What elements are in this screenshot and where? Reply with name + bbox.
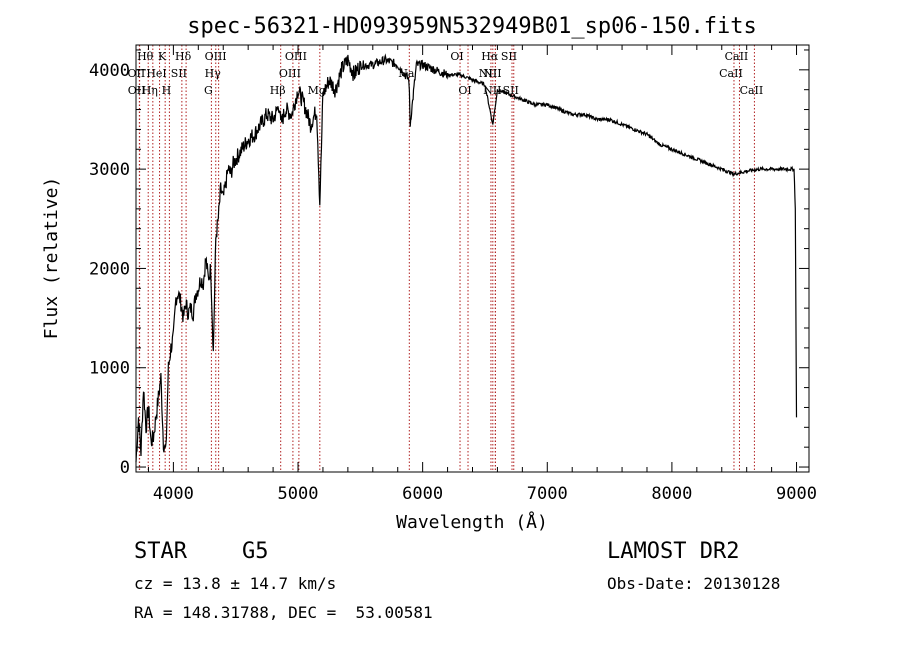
flux-line bbox=[135, 53, 798, 463]
spectral-line-label: OII bbox=[128, 84, 146, 97]
spectral-line-label: OIII bbox=[205, 50, 227, 63]
spectral-lines bbox=[138, 45, 755, 472]
spectral-line-label: OI bbox=[458, 84, 471, 97]
spectral-line-label: CaII bbox=[740, 84, 764, 97]
spectral-line-label: Hθ bbox=[137, 50, 154, 63]
spectral-line-label: SII bbox=[501, 50, 517, 63]
spectral-line-label: Hβ bbox=[270, 84, 286, 97]
spectral-line-label: K bbox=[158, 50, 167, 63]
spectral-line-label: NII bbox=[479, 67, 497, 80]
spectral-line-label: HeI bbox=[146, 67, 166, 80]
x-tick-label: 7000 bbox=[527, 484, 568, 504]
object-subclass: G5 bbox=[242, 539, 269, 564]
spectral-line-label: Mg bbox=[308, 84, 326, 97]
y-tick-label: 2000 bbox=[89, 259, 130, 279]
spectral-line-label: H bbox=[162, 84, 172, 97]
spectral-line-label: CaII bbox=[725, 50, 749, 63]
coordinates-text: RA = 148.31788, DEC = 53.00581 bbox=[134, 603, 433, 622]
y-tick-label: 0 bbox=[120, 458, 130, 478]
flux-series bbox=[135, 53, 798, 463]
y-tick-label: 4000 bbox=[89, 61, 130, 81]
spectral-line-label: Hη bbox=[142, 84, 158, 97]
spectral-line-label: SII bbox=[171, 67, 187, 80]
redshift-text: cz = 13.8 ± 14.7 km/s bbox=[134, 574, 337, 593]
object-class: STAR bbox=[134, 539, 187, 564]
spectral-line-label: G bbox=[204, 84, 213, 97]
axes: 4000 5000 6000 7000 8000 9000 0 1000 2000 3000 400… bbox=[89, 45, 817, 504]
plot-frame bbox=[135, 44, 810, 473]
x-tick-label: 5000 bbox=[278, 484, 319, 504]
spectral-line-label: Hγ bbox=[205, 67, 222, 80]
observation-date: Obs-Date: 20130128 bbox=[607, 574, 781, 593]
x-tick-label: 4000 bbox=[153, 484, 194, 504]
chart-title: spec-56321-HD093959N532949B01_sp06-150.f… bbox=[187, 14, 757, 39]
spectral-line-label: OIII bbox=[279, 67, 301, 80]
y-axis-label: Flux (relative) bbox=[41, 177, 62, 340]
spectral-line-label: OI bbox=[450, 50, 463, 63]
x-axis-label: Wavelength (Å) bbox=[396, 511, 548, 533]
spectral-line-label: NII bbox=[483, 67, 501, 80]
spectral-line-label: Hδ bbox=[175, 50, 192, 63]
survey-name: LAMOST DR2 bbox=[607, 539, 740, 564]
x-tick-label: 8000 bbox=[651, 484, 692, 504]
spectral-line-label: OIII bbox=[285, 50, 307, 63]
x-tick-label: 6000 bbox=[402, 484, 443, 504]
spectral-line-label: Hα bbox=[481, 50, 499, 63]
spectral-line-label: CaII bbox=[719, 67, 743, 80]
x-tick-label: 9000 bbox=[776, 484, 817, 504]
y-tick-label: 1000 bbox=[89, 359, 130, 379]
y-tick-label: 3000 bbox=[89, 160, 130, 180]
